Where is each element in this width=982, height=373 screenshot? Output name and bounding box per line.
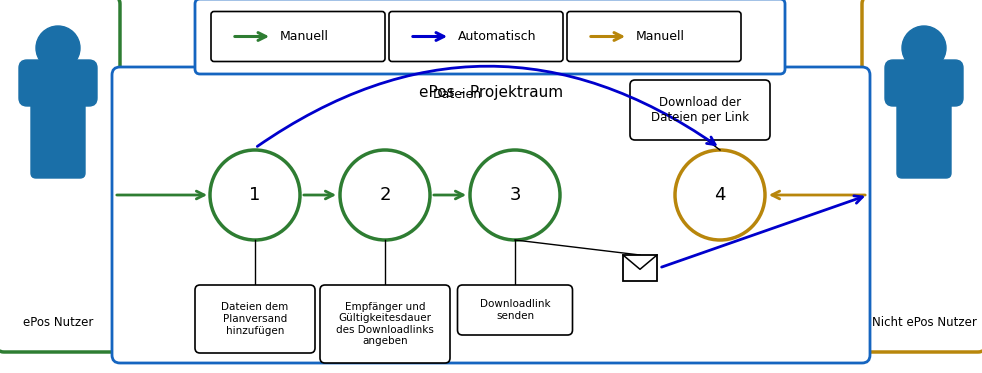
Text: 1: 1 — [249, 186, 260, 204]
FancyArrowPatch shape — [257, 66, 715, 147]
Text: Downloadlink
senden: Downloadlink senden — [479, 299, 550, 321]
Text: 3: 3 — [510, 186, 520, 204]
Text: 2: 2 — [379, 186, 391, 204]
FancyBboxPatch shape — [862, 0, 982, 352]
FancyBboxPatch shape — [389, 12, 563, 62]
Text: Download der
Dateien per Link: Download der Dateien per Link — [651, 96, 749, 124]
FancyBboxPatch shape — [31, 88, 85, 178]
FancyBboxPatch shape — [623, 255, 657, 281]
Text: ePos - Projektraum: ePos - Projektraum — [419, 85, 563, 100]
FancyBboxPatch shape — [195, 0, 785, 74]
FancyBboxPatch shape — [320, 285, 450, 363]
Text: 4: 4 — [714, 186, 726, 204]
Text: Automatisch: Automatisch — [458, 30, 536, 43]
FancyBboxPatch shape — [0, 0, 120, 352]
Text: Manuell: Manuell — [636, 30, 685, 43]
FancyBboxPatch shape — [195, 285, 315, 353]
FancyBboxPatch shape — [19, 60, 97, 106]
Ellipse shape — [675, 150, 765, 240]
Ellipse shape — [210, 150, 300, 240]
Text: Nicht ePos Nutzer: Nicht ePos Nutzer — [872, 316, 976, 329]
FancyBboxPatch shape — [112, 67, 870, 363]
Text: Dateien: Dateien — [433, 88, 482, 101]
Text: Empfänger und
Gültigkeitesdauer
des Downloadlinks
angeben: Empfänger und Gültigkeitesdauer des Down… — [336, 302, 434, 347]
FancyBboxPatch shape — [567, 12, 741, 62]
FancyBboxPatch shape — [630, 80, 770, 140]
FancyBboxPatch shape — [211, 12, 385, 62]
Ellipse shape — [470, 150, 560, 240]
Circle shape — [902, 26, 946, 70]
Ellipse shape — [340, 150, 430, 240]
FancyBboxPatch shape — [458, 285, 573, 335]
Text: ePos Nutzer: ePos Nutzer — [23, 316, 93, 329]
Text: Manuell: Manuell — [280, 30, 329, 43]
Text: Dateien dem
Planversand
hinzufügen: Dateien dem Planversand hinzufügen — [221, 303, 289, 336]
FancyBboxPatch shape — [897, 88, 951, 178]
FancyBboxPatch shape — [885, 60, 963, 106]
Circle shape — [36, 26, 80, 70]
